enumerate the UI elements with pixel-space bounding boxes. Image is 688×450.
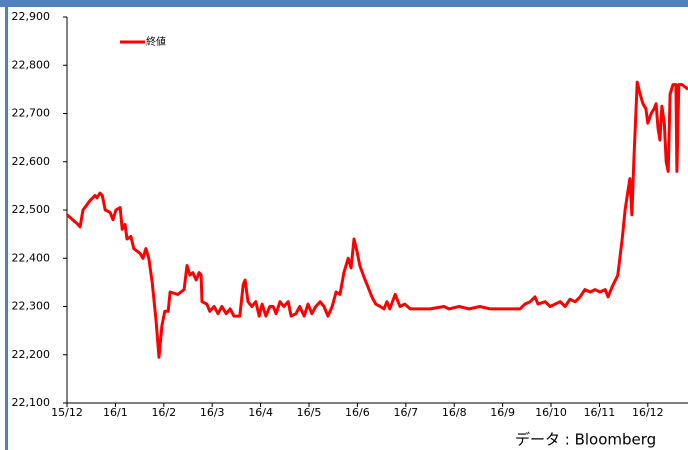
y-tick-label: 22,800 (12, 58, 51, 71)
frame-top (0, 0, 688, 7)
x-tick-label: 16/4 (248, 406, 273, 419)
y-tick-label: 22,400 (12, 251, 51, 264)
x-tick-label: 16/6 (345, 406, 370, 419)
x-tick-label: 16/12 (632, 406, 664, 419)
x-tick-label: 16/10 (535, 406, 567, 419)
line (66, 80, 688, 359)
x-tick-label: 16/7 (393, 406, 418, 419)
x-tick-label: 16/9 (490, 406, 515, 419)
y-tick-label: 22,600 (12, 155, 51, 168)
x-tick-label: 16/3 (200, 406, 225, 419)
y-tick-label: 22,200 (12, 348, 51, 361)
x-tick-label: 16/8 (442, 406, 467, 419)
x-tick-label: 16/2 (151, 406, 176, 419)
y-tick-label: 22,300 (12, 300, 51, 313)
x-tick-label: 15/12 (51, 406, 83, 419)
legend-label: 終値 (146, 35, 166, 48)
y-tick-label: 22,500 (12, 203, 51, 216)
y-tick-label: 22,700 (12, 107, 51, 120)
source: データ : Bloomberg (515, 431, 656, 449)
x-tick-label: 16/11 (584, 406, 616, 419)
x-tick-label: 16/5 (297, 406, 322, 419)
y-tick-label: 22,100 (12, 396, 51, 409)
frame-left (5, 0, 8, 450)
x-tick-label: 16/1 (103, 406, 128, 419)
y-tick-label: 22,900 (12, 10, 51, 23)
